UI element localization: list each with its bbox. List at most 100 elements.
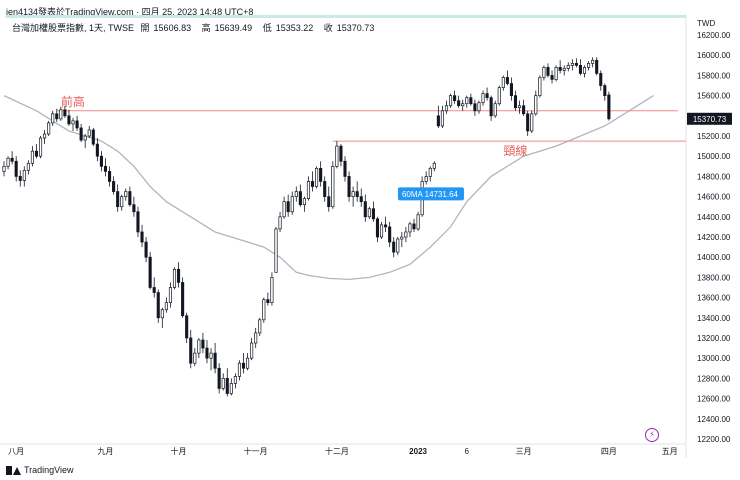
candle-body bbox=[47, 122, 51, 135]
candle-body bbox=[384, 224, 388, 228]
candle bbox=[440, 105, 444, 128]
candle bbox=[428, 166, 432, 182]
open-readout: 開 15606.83 bbox=[141, 23, 196, 33]
candle bbox=[558, 60, 562, 74]
header-accent-bar bbox=[6, 15, 686, 18]
tradingview-logo-icon bbox=[6, 465, 21, 475]
candle bbox=[26, 160, 30, 175]
candle-body bbox=[497, 87, 501, 105]
high-readout: 高 15639.49 bbox=[202, 23, 257, 33]
candle-body bbox=[436, 115, 440, 127]
candle bbox=[55, 108, 59, 122]
candle-body bbox=[156, 292, 160, 319]
candle bbox=[112, 176, 116, 195]
candle bbox=[67, 109, 71, 126]
candle-body bbox=[530, 113, 534, 132]
candle-body bbox=[505, 77, 509, 84]
candle bbox=[181, 277, 185, 318]
x-tick-label: 2023 bbox=[409, 447, 427, 456]
candle bbox=[343, 156, 347, 182]
candle bbox=[136, 206, 140, 237]
hline-label-1: 頸線 bbox=[503, 143, 527, 158]
candle-body bbox=[124, 191, 128, 197]
candle bbox=[587, 61, 591, 71]
low-label: 低 bbox=[262, 23, 272, 33]
candle bbox=[254, 327, 258, 349]
candle-body bbox=[526, 113, 530, 132]
candle-body bbox=[595, 59, 599, 74]
candle bbox=[193, 348, 197, 367]
candle bbox=[241, 353, 246, 374]
candle bbox=[359, 188, 363, 207]
candle-body bbox=[197, 339, 201, 354]
candle bbox=[566, 62, 570, 72]
candle bbox=[513, 90, 518, 111]
candle bbox=[51, 110, 55, 126]
candle bbox=[526, 110, 530, 137]
candle bbox=[274, 226, 278, 273]
candle bbox=[164, 297, 168, 313]
candle-body bbox=[554, 67, 558, 80]
y-tick-label: 13600.00 bbox=[697, 294, 731, 303]
candle-body bbox=[185, 315, 189, 339]
publisher-text: jen4134發表於TradingView.com bbox=[6, 7, 134, 17]
candle-body bbox=[221, 378, 225, 389]
candle-body bbox=[67, 115, 71, 125]
candle bbox=[128, 186, 132, 207]
y-tick-label: 14400.00 bbox=[697, 213, 731, 222]
candle-body bbox=[469, 97, 473, 105]
candle-body bbox=[461, 103, 465, 107]
lightning-icon[interactable]: ⚡ bbox=[645, 428, 659, 442]
candle bbox=[217, 363, 221, 394]
candle-body bbox=[582, 67, 587, 74]
candle-body bbox=[574, 62, 578, 66]
candle bbox=[501, 75, 505, 91]
candle-body bbox=[371, 208, 375, 220]
brand-name: TradingView bbox=[24, 465, 74, 475]
candle bbox=[233, 373, 237, 389]
candle-body bbox=[550, 75, 554, 80]
candle-body bbox=[59, 109, 63, 120]
candle-body bbox=[43, 133, 47, 139]
candle bbox=[432, 161, 436, 172]
candle-body bbox=[177, 268, 181, 283]
candle-body bbox=[172, 268, 177, 288]
candle-body bbox=[453, 95, 457, 102]
candle bbox=[18, 170, 22, 187]
candle bbox=[286, 194, 290, 217]
y-tick-label: 13800.00 bbox=[697, 273, 731, 282]
candle-body bbox=[538, 77, 542, 96]
candle-body bbox=[485, 93, 489, 99]
candle bbox=[388, 221, 392, 248]
candle-body bbox=[388, 226, 392, 243]
candle bbox=[489, 95, 493, 121]
candle-body bbox=[290, 196, 294, 213]
y-tick-label: 14200.00 bbox=[697, 233, 731, 242]
y-tick-label: 15200.00 bbox=[697, 132, 731, 141]
candle bbox=[152, 277, 156, 298]
candle bbox=[246, 353, 250, 371]
candle-body bbox=[75, 120, 79, 129]
candle-body bbox=[266, 299, 270, 303]
candle-body bbox=[30, 150, 34, 164]
candle bbox=[379, 221, 384, 240]
candle bbox=[497, 85, 501, 106]
candle bbox=[404, 226, 408, 243]
candle-body bbox=[274, 228, 278, 273]
candle bbox=[550, 70, 554, 84]
candle bbox=[493, 100, 497, 118]
candle bbox=[120, 194, 124, 211]
ma-value-label: 60MA 14731.64 bbox=[402, 190, 459, 199]
y-tick-label: 13400.00 bbox=[697, 314, 731, 323]
y-tick-label: 12400.00 bbox=[697, 415, 731, 424]
candle-body bbox=[144, 241, 148, 258]
close-label: 收 bbox=[323, 23, 333, 33]
candle bbox=[424, 171, 428, 185]
candle bbox=[400, 231, 404, 248]
candle bbox=[595, 57, 599, 76]
currency-label: TWD bbox=[697, 19, 715, 28]
candle-body bbox=[107, 171, 112, 182]
candle bbox=[562, 65, 566, 76]
